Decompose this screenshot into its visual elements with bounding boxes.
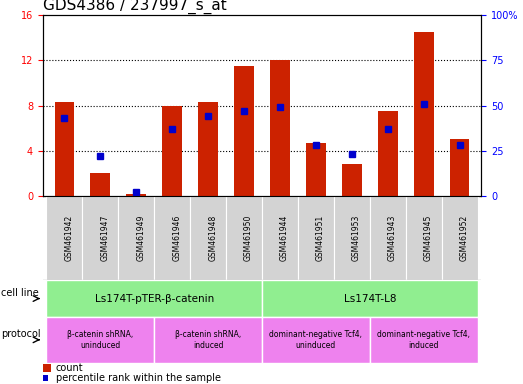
- Text: GSM461947: GSM461947: [100, 215, 109, 261]
- Bar: [406, 196, 441, 280]
- Text: cell line: cell line: [1, 288, 39, 298]
- Bar: [370, 196, 406, 280]
- Bar: [198, 102, 218, 196]
- Bar: [54, 102, 74, 196]
- Bar: [154, 317, 262, 363]
- Text: GSM461949: GSM461949: [137, 215, 145, 261]
- Text: GSM461944: GSM461944: [280, 215, 289, 261]
- Bar: [43, 375, 48, 381]
- Text: β-catenin shRNA,
uninduced: β-catenin shRNA, uninduced: [67, 330, 133, 349]
- Bar: [370, 317, 477, 363]
- Bar: [47, 280, 262, 317]
- Text: GSM461942: GSM461942: [64, 215, 73, 261]
- Text: GSM461945: GSM461945: [424, 215, 433, 261]
- Bar: [43, 364, 51, 372]
- Bar: [154, 196, 190, 280]
- Text: GSM461952: GSM461952: [460, 215, 469, 261]
- Text: dominant-negative Tcf4,
uninduced: dominant-negative Tcf4, uninduced: [269, 330, 362, 349]
- Bar: [234, 66, 254, 196]
- Text: count: count: [56, 363, 84, 373]
- Bar: [414, 32, 434, 196]
- Bar: [441, 196, 477, 280]
- Bar: [190, 196, 226, 280]
- Text: dominant-negative Tcf4,
induced: dominant-negative Tcf4, induced: [377, 330, 470, 349]
- Text: percentile rank within the sample: percentile rank within the sample: [56, 373, 221, 383]
- Text: GSM461951: GSM461951: [316, 215, 325, 261]
- Bar: [118, 196, 154, 280]
- Bar: [298, 196, 334, 280]
- Bar: [334, 196, 370, 280]
- Bar: [262, 317, 370, 363]
- Bar: [162, 106, 182, 196]
- Text: GSM461950: GSM461950: [244, 215, 253, 261]
- Text: β-catenin shRNA,
induced: β-catenin shRNA, induced: [175, 330, 241, 349]
- Text: GSM461953: GSM461953: [352, 215, 361, 261]
- Bar: [342, 164, 362, 196]
- Text: Ls174T-L8: Ls174T-L8: [344, 293, 396, 304]
- Bar: [450, 139, 470, 196]
- Bar: [306, 143, 326, 196]
- Bar: [90, 173, 110, 196]
- Bar: [226, 196, 262, 280]
- Text: protocol: protocol: [1, 329, 41, 339]
- Bar: [270, 61, 290, 196]
- Bar: [262, 280, 477, 317]
- Text: GSM461943: GSM461943: [388, 215, 397, 261]
- Bar: [262, 196, 298, 280]
- Bar: [127, 194, 146, 196]
- Text: GSM461948: GSM461948: [208, 215, 217, 261]
- Bar: [47, 317, 154, 363]
- Bar: [83, 196, 118, 280]
- Text: Ls174T-pTER-β-catenin: Ls174T-pTER-β-catenin: [95, 293, 214, 304]
- Bar: [378, 111, 397, 196]
- Text: GDS4386 / 237997_s_at: GDS4386 / 237997_s_at: [43, 0, 226, 14]
- Bar: [47, 196, 83, 280]
- Text: GSM461946: GSM461946: [172, 215, 181, 261]
